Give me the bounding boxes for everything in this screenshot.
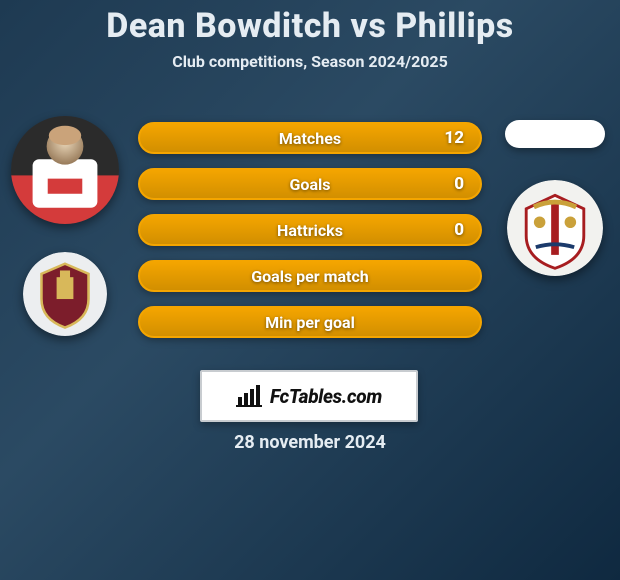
source-logo: FcTables.com: [200, 370, 418, 422]
stat-value: 0: [454, 174, 464, 194]
page-title: Dean Bowditch vs Phillips: [0, 6, 620, 46]
player1-avatar: [11, 116, 119, 224]
player2-crest-image: [507, 180, 603, 276]
stats-list: Matches 12 Goals 0 Hattricks 0 Goals per…: [138, 122, 482, 338]
left-player-column: [8, 116, 122, 336]
stat-label: Goals: [290, 175, 331, 194]
comparison-card: Dean Bowditch vs Phillips Club competiti…: [0, 0, 620, 580]
player2-club-crest: [507, 180, 603, 276]
player1-avatar-image: [11, 116, 119, 224]
stat-label: Matches: [279, 129, 341, 148]
player2-avatar-placeholder: [505, 120, 605, 148]
right-player-column: [498, 120, 612, 276]
stat-label: Hattricks: [277, 221, 343, 240]
chart-icon: [236, 385, 264, 407]
stat-row-goals: Goals 0: [138, 168, 482, 200]
stat-row-hattricks: Hattricks 0: [138, 214, 482, 246]
subtitle: Club competitions, Season 2024/2025: [0, 52, 620, 71]
stat-label: Min per goal: [265, 313, 355, 332]
stat-label: Goals per match: [251, 267, 369, 286]
stat-value: 0: [454, 220, 464, 240]
stat-row-goals-per-match: Goals per match: [138, 260, 482, 292]
stat-row-matches: Matches 12: [138, 122, 482, 154]
date-caption: 28 november 2024: [0, 432, 620, 453]
stat-row-min-per-goal: Min per goal: [138, 306, 482, 338]
player1-crest-image: [23, 252, 107, 336]
stat-value: 12: [444, 128, 464, 148]
player1-club-crest: [23, 252, 107, 336]
source-logo-text: FcTables.com: [270, 385, 382, 408]
